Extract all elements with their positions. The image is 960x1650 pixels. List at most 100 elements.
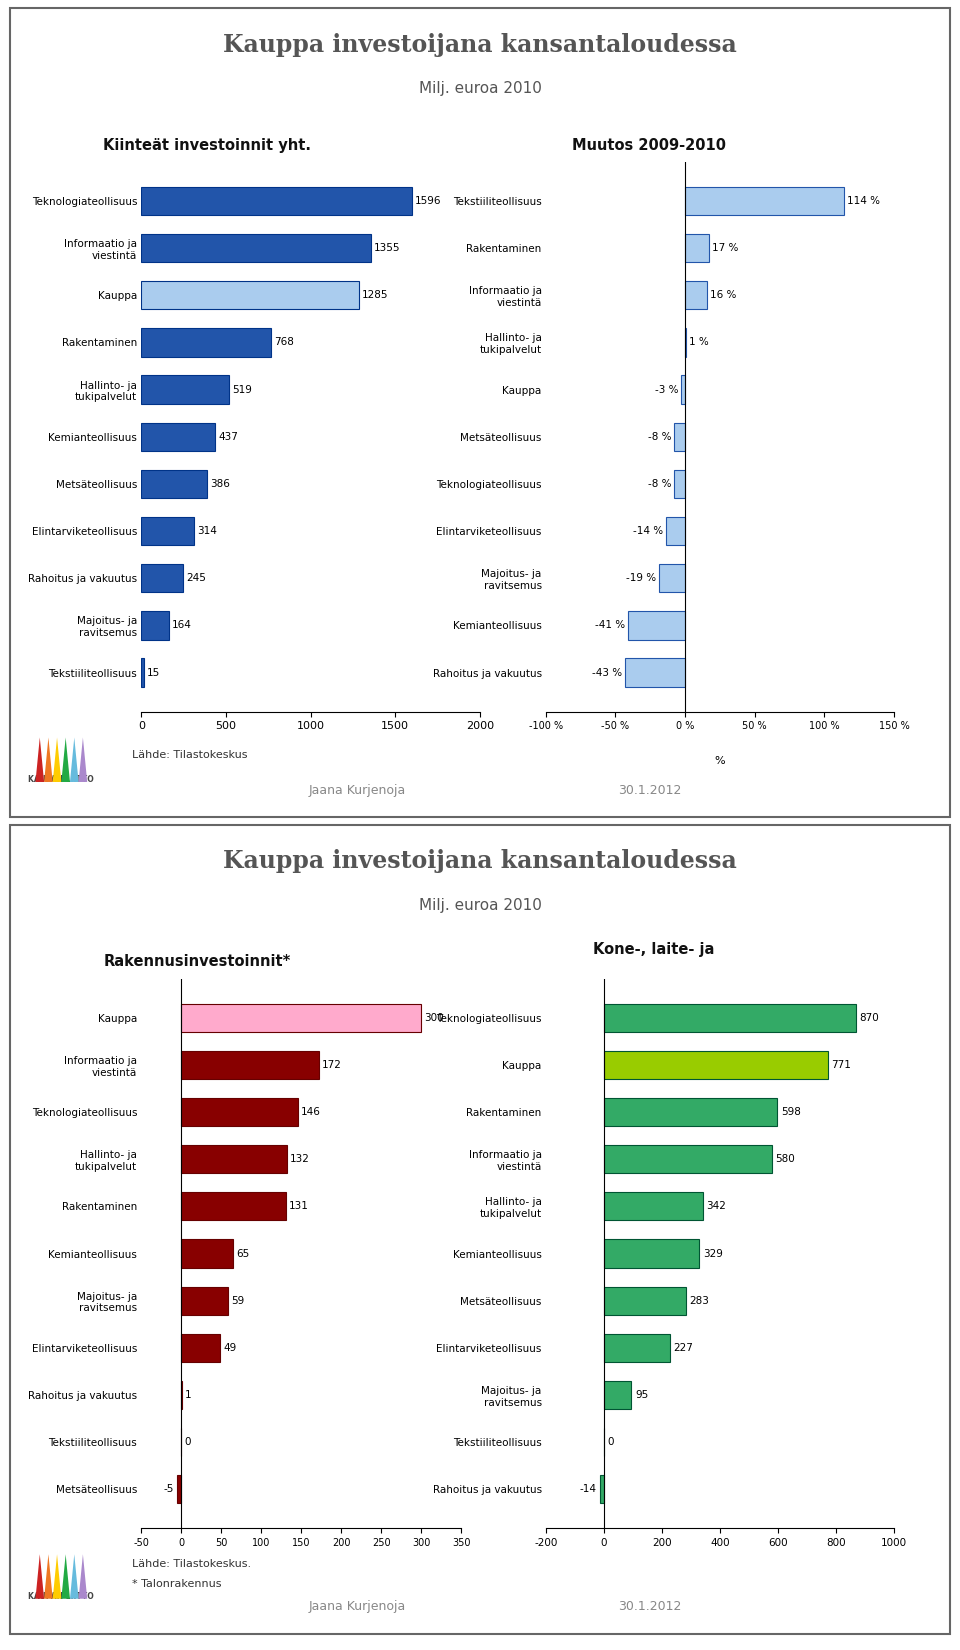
Text: 30.1.2012: 30.1.2012 [617,1600,681,1614]
Text: * Talonrakennus: * Talonrakennus [132,1579,222,1589]
Text: -14 %: -14 % [633,526,662,536]
Text: 114 %: 114 % [847,196,879,206]
Text: -19 %: -19 % [626,573,656,582]
Text: 1 %: 1 % [689,338,709,348]
Polygon shape [44,1554,53,1599]
Bar [181,1239,233,1267]
Text: -43 %: -43 % [592,668,622,678]
Bar [604,1145,772,1173]
Text: Kauppa investoijana kansantaloudessa: Kauppa investoijana kansantaloudessa [223,850,737,873]
Text: 65: 65 [236,1249,250,1259]
Bar [685,234,708,262]
Polygon shape [53,1554,61,1599]
Bar [625,658,685,686]
Bar [141,470,206,498]
Bar [141,234,371,262]
Bar [604,1333,670,1361]
Bar [141,328,272,356]
Bar [181,1003,421,1031]
Text: 386: 386 [209,478,229,488]
Text: 870: 870 [860,1013,879,1023]
Bar [181,1193,286,1221]
Text: Jaana Kurjenoja: Jaana Kurjenoja [309,1600,406,1614]
Bar [178,1475,181,1503]
Text: -14: -14 [579,1485,596,1495]
Bar [141,376,229,404]
Bar [604,1381,632,1409]
Polygon shape [61,738,70,782]
Text: 1: 1 [185,1389,192,1399]
Bar [685,186,844,215]
Text: -41 %: -41 % [595,620,625,630]
Bar [628,610,685,640]
Bar [141,516,195,545]
Text: 16 %: 16 % [710,290,736,300]
Bar [141,658,144,686]
Bar [685,328,686,356]
Text: 30.1.2012: 30.1.2012 [617,784,681,797]
Polygon shape [79,1554,87,1599]
Polygon shape [36,738,44,782]
Bar [659,564,685,592]
Text: 1355: 1355 [373,243,400,252]
Text: Lähde: Tilastokeskus: Lähde: Tilastokeskus [132,751,248,761]
Bar [674,422,685,450]
Text: KAUPAN LIITTO: KAUPAN LIITTO [29,1592,94,1600]
Text: 59: 59 [231,1295,245,1305]
Bar [181,1145,287,1173]
Polygon shape [79,738,87,782]
Text: Kiinteät investoinnit yht.: Kiinteät investoinnit yht. [103,137,311,152]
Text: Rakennusinvestoinnit*: Rakennusinvestoinnit* [104,954,292,969]
Text: 771: 771 [831,1059,851,1069]
Bar [604,1003,856,1031]
Text: Lähde: Tilastokeskus.: Lähde: Tilastokeskus. [132,1559,251,1569]
Text: -8 %: -8 % [648,432,671,442]
Polygon shape [70,1554,79,1599]
Text: 314: 314 [198,526,217,536]
Text: 172: 172 [322,1059,342,1069]
Bar [181,1051,319,1079]
Bar [685,280,708,310]
Text: 0: 0 [608,1437,613,1447]
Bar [604,1097,778,1127]
Text: 300: 300 [424,1013,444,1023]
Text: 49: 49 [224,1343,237,1353]
Text: -8 %: -8 % [648,478,671,488]
Text: KAUPAN LIITTO: KAUPAN LIITTO [29,776,94,784]
Text: 146: 146 [301,1107,322,1117]
Text: 245: 245 [186,573,205,582]
Bar [141,564,182,592]
Bar [604,1193,703,1221]
Text: 132: 132 [290,1155,310,1165]
Bar [141,422,215,450]
Bar [181,1333,221,1361]
Text: 437: 437 [218,432,238,442]
Text: 342: 342 [707,1201,727,1211]
Text: Milj. euroa 2010: Milj. euroa 2010 [419,898,541,912]
Polygon shape [70,738,79,782]
Text: 1596: 1596 [415,196,442,206]
Bar [604,1051,828,1079]
Text: Kone-, laite- ja: Kone-, laite- ja [593,942,715,957]
Text: 580: 580 [776,1155,795,1165]
Text: 598: 598 [780,1107,801,1117]
Text: Kauppa investoijana kansantaloudessa: Kauppa investoijana kansantaloudessa [223,33,737,56]
Bar [141,186,412,215]
Text: -5: -5 [164,1485,174,1495]
Bar [141,610,169,640]
Polygon shape [61,1554,70,1599]
Bar [681,376,685,404]
Text: -3 %: -3 % [655,384,678,394]
Polygon shape [53,738,61,782]
Text: 131: 131 [289,1201,309,1211]
Bar [600,1475,604,1503]
Bar [665,516,685,545]
Text: 283: 283 [689,1295,709,1305]
Text: Jaana Kurjenoja: Jaana Kurjenoja [309,784,406,797]
Text: 164: 164 [172,620,192,630]
Text: 519: 519 [232,384,252,394]
Polygon shape [36,1554,44,1599]
FancyBboxPatch shape [10,825,950,1634]
Text: %: % [714,756,725,766]
Text: Milj. euroa 2010: Milj. euroa 2010 [419,81,541,96]
